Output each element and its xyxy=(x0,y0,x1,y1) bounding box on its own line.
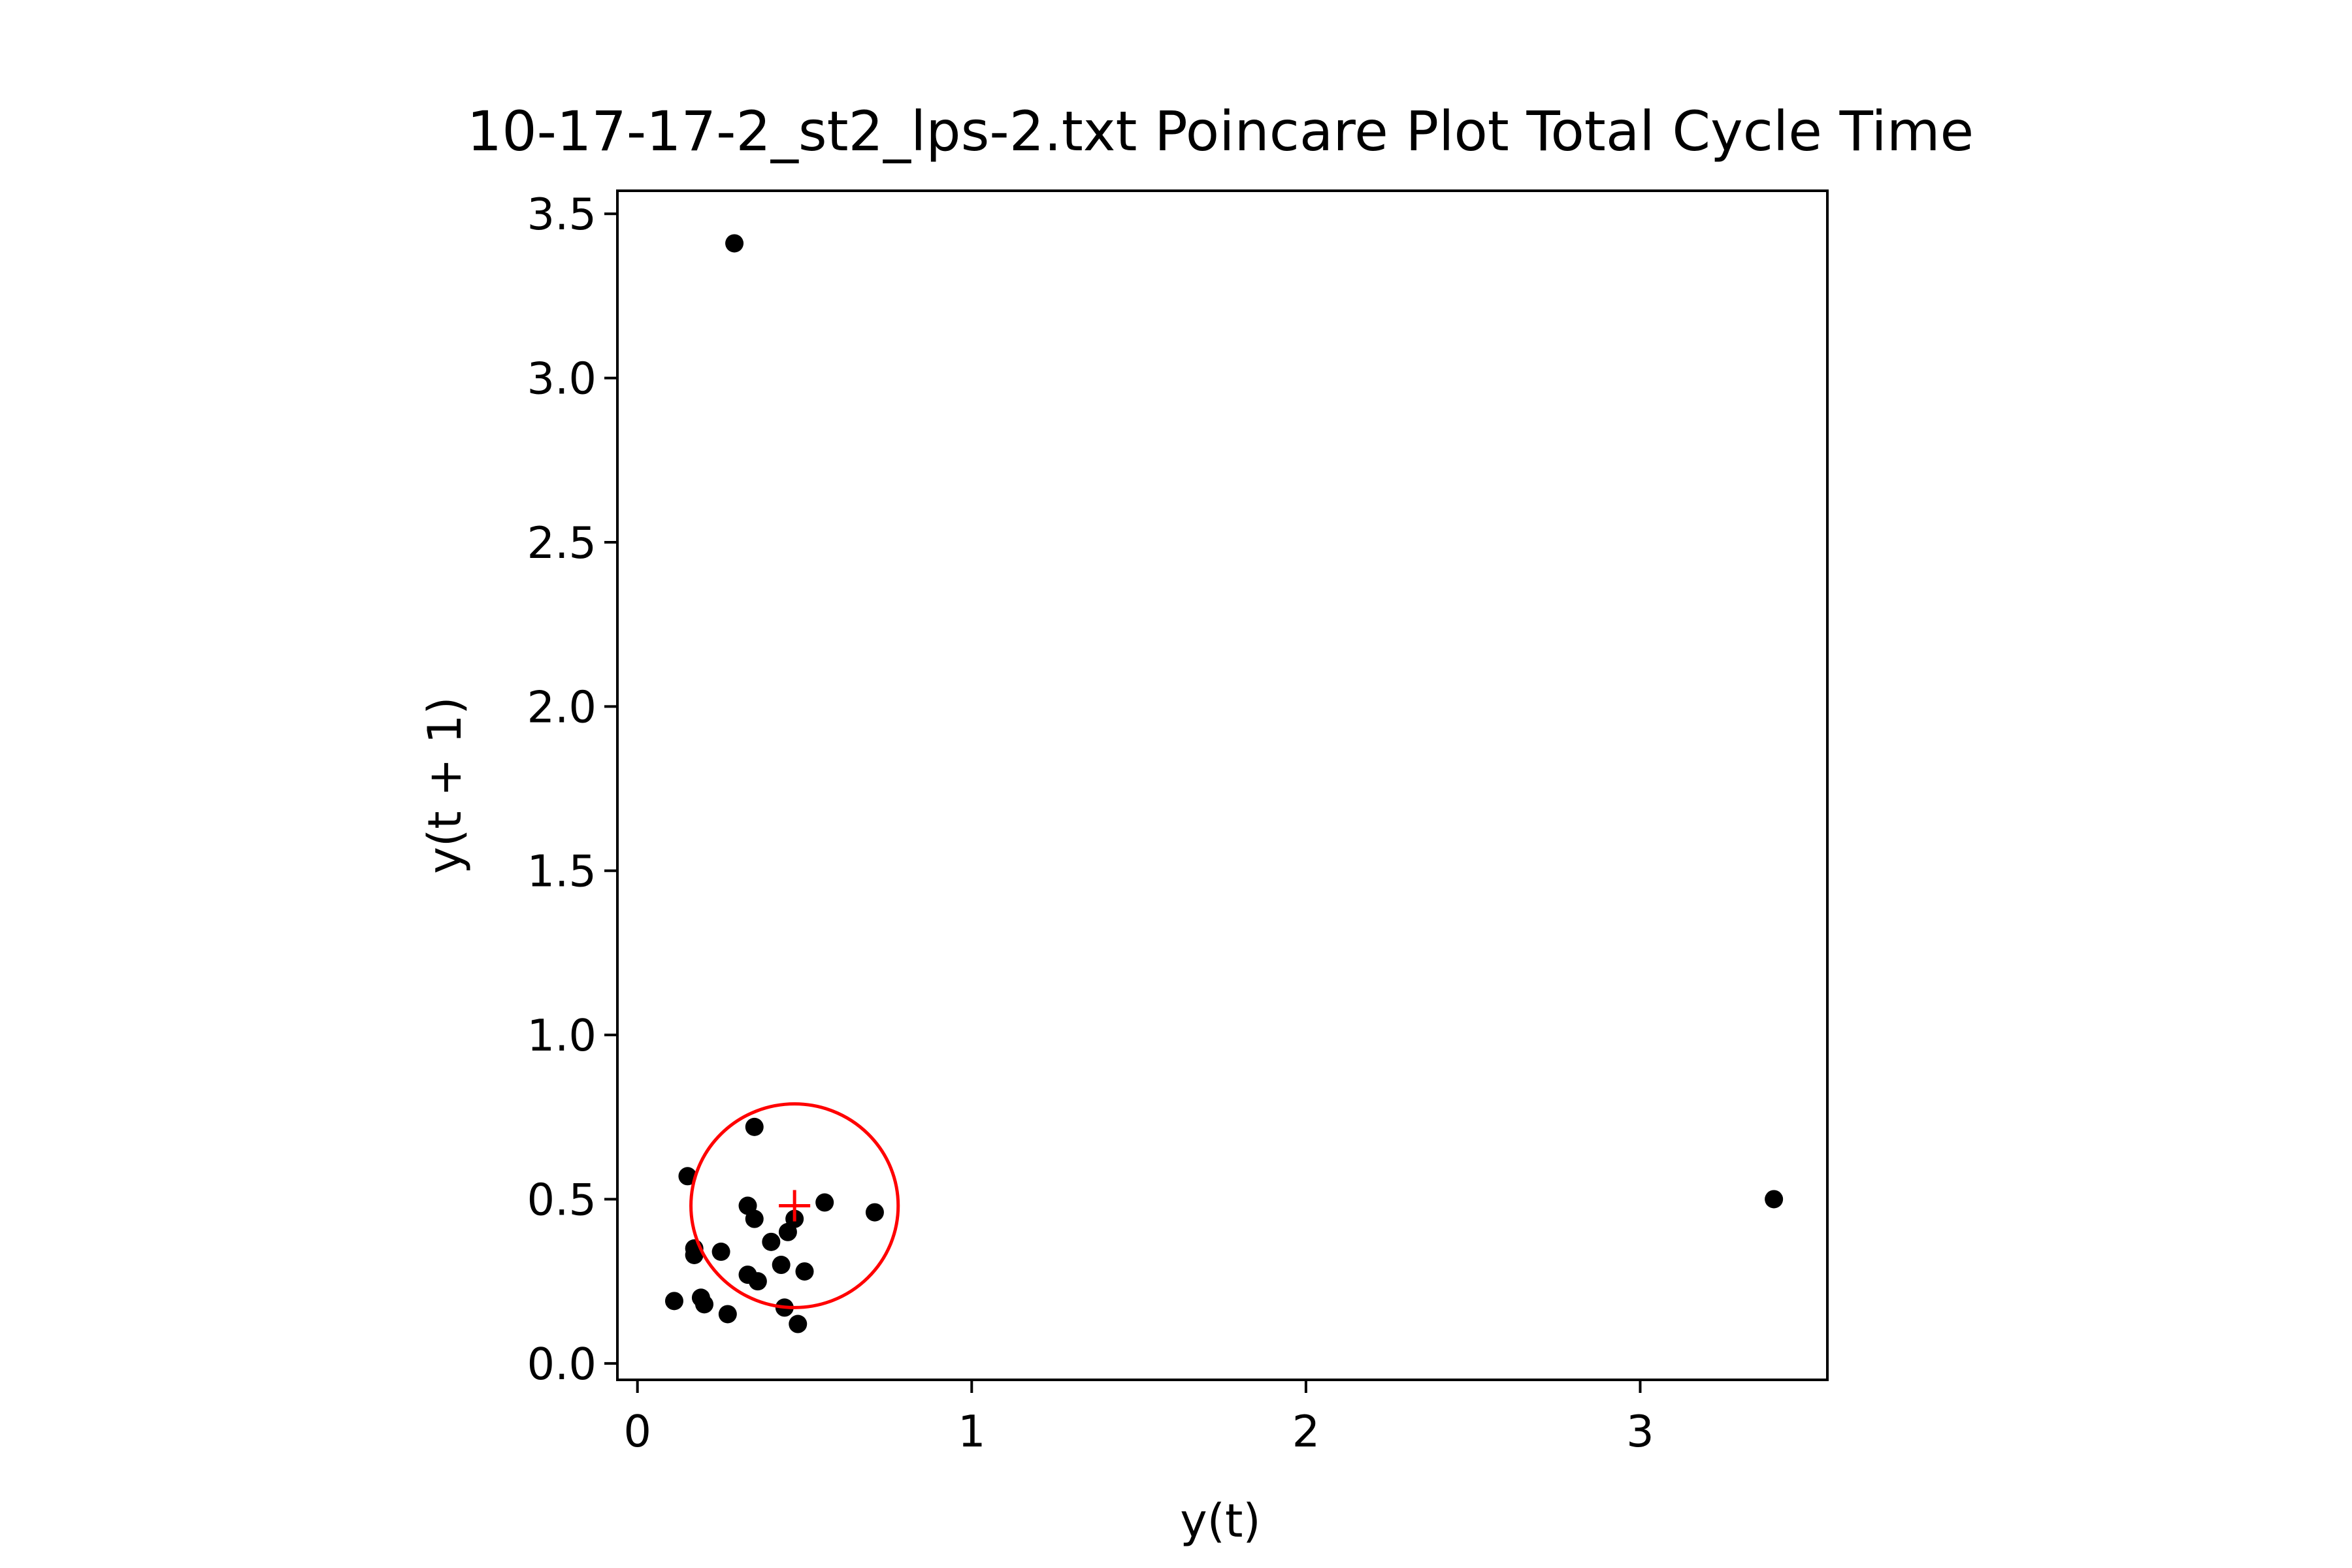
data-point xyxy=(745,1209,764,1228)
x-tick-label: 2 xyxy=(1292,1406,1320,1457)
data-point xyxy=(772,1256,791,1275)
data-point xyxy=(865,1203,884,1222)
data-point xyxy=(762,1232,781,1251)
sd-circle xyxy=(689,1102,900,1309)
chart-title: 10-17-17-2_st2_lps-2.txt Poincare Plot T… xyxy=(467,99,1974,163)
data-point xyxy=(1765,1190,1784,1209)
data-point xyxy=(664,1292,683,1311)
data-point xyxy=(815,1193,834,1212)
y-axis-label: y(t + 1) xyxy=(418,696,472,874)
y-tick-label: 2.0 xyxy=(527,681,596,732)
y-tick-label: 2.5 xyxy=(527,517,596,568)
data-point xyxy=(748,1272,767,1291)
centroid-marker xyxy=(779,1190,811,1222)
x-tick-label: 1 xyxy=(958,1406,986,1457)
data-point xyxy=(789,1315,808,1333)
data-point xyxy=(745,1117,764,1136)
data-point xyxy=(725,234,744,253)
axis-ticks: 0 1 2 3 0.0 0.5 1.0 1.5 2.0 2.5 3.0 3.5 xyxy=(527,189,1654,1457)
plot-marks xyxy=(664,234,1784,1333)
data-point xyxy=(795,1262,814,1281)
y-tick-label: 0.5 xyxy=(527,1174,596,1225)
y-tick-label: 3.0 xyxy=(527,353,596,404)
x-axis-label: y(t) xyxy=(1180,1494,1261,1548)
x-tick-label: 3 xyxy=(1626,1406,1654,1457)
y-tick-label: 3.5 xyxy=(527,189,596,240)
data-point xyxy=(685,1245,704,1264)
plot-frame xyxy=(616,189,1829,1381)
data-point xyxy=(718,1305,737,1324)
x-tick-label: 0 xyxy=(623,1406,651,1457)
data-point xyxy=(711,1242,730,1261)
y-tick-label: 1.0 xyxy=(527,1010,596,1061)
data-point xyxy=(695,1295,714,1314)
y-tick-label: 0.0 xyxy=(527,1339,596,1390)
y-tick-label: 1.5 xyxy=(527,846,596,897)
data-point xyxy=(678,1167,697,1186)
data-point xyxy=(778,1222,797,1241)
